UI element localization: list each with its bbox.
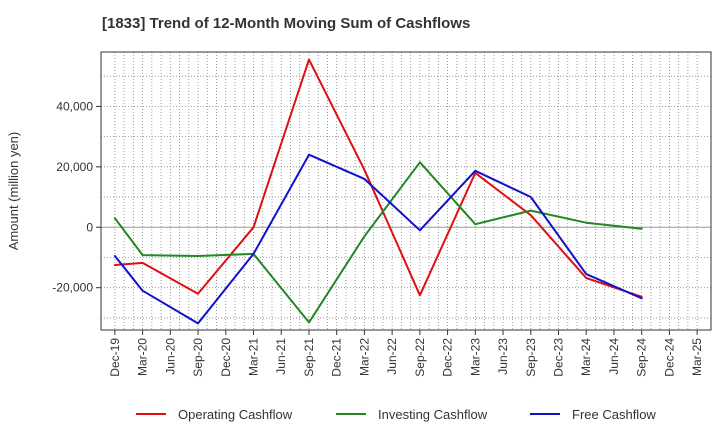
- x-tick-label: Dec-24: [662, 338, 676, 377]
- x-tick-label: Jun-23: [496, 338, 510, 375]
- y-axis-label: Amount (million yen): [6, 132, 21, 251]
- x-tick-label: Mar-24: [579, 338, 593, 376]
- series-lines: [113, 58, 643, 325]
- x-tick-label: Mar-21: [247, 338, 261, 376]
- legend-item-investing-cashflow: Investing Cashflow: [336, 407, 488, 422]
- series-line-investing-cashflow: [113, 161, 643, 324]
- x-tick-label: Sep-22: [413, 338, 427, 377]
- x-tick-label: Jun-24: [607, 338, 621, 375]
- x-tick-label: Dec-21: [330, 338, 344, 377]
- legend-label: Operating Cashflow: [178, 407, 293, 422]
- x-tick-label: Jun-20: [163, 338, 177, 375]
- y-axis: -20,000 0 20,000 40,000: [52, 99, 101, 295]
- series-line-free-cashflow: [113, 153, 643, 325]
- y-tick-label: -20,000: [52, 281, 93, 295]
- series-line-operating-cashflow: [113, 58, 643, 298]
- legend: Operating Cashflow Investing Cashflow Free…: [136, 407, 656, 422]
- x-tick-label: Sep-21: [302, 338, 316, 377]
- y-tick-label: 40,000: [56, 99, 93, 113]
- legend-label: Free Cashflow: [572, 407, 656, 422]
- x-tick-label: Mar-23: [468, 338, 482, 376]
- legend-item-operating-cashflow: Operating Cashflow: [136, 407, 293, 422]
- x-tick-label: Dec-19: [108, 338, 122, 377]
- x-tick-label: Mar-22: [357, 338, 371, 376]
- x-tick-label: Mar-25: [690, 338, 704, 376]
- x-tick-label: Sep-24: [635, 338, 649, 377]
- x-tick-label: Sep-20: [191, 338, 205, 377]
- x-tick-label: Jun-22: [385, 338, 399, 375]
- legend-item-free-cashflow: Free Cashflow: [530, 407, 656, 422]
- x-tick-label: Sep-23: [524, 338, 538, 377]
- x-tick-label: Jun-21: [274, 338, 288, 375]
- chart-title: [1833] Trend of 12-Month Moving Sum of C…: [102, 15, 471, 32]
- x-axis: Dec-19 Mar-20 Jun-20 Sep-20 Dec-20 Mar-21 Jun-…: [108, 330, 704, 377]
- plot-area: [100, 51, 712, 331]
- y-tick-label: 0: [86, 220, 93, 234]
- x-tick-label: Dec-20: [219, 338, 233, 377]
- x-tick-label: Mar-20: [136, 338, 150, 376]
- x-tick-label: Dec-23: [552, 338, 566, 377]
- x-tick-label: Dec-22: [441, 338, 455, 377]
- y-tick-label: 20,000: [56, 160, 93, 174]
- grid-lines: [101, 52, 711, 330]
- legend-label: Investing Cashflow: [378, 407, 488, 422]
